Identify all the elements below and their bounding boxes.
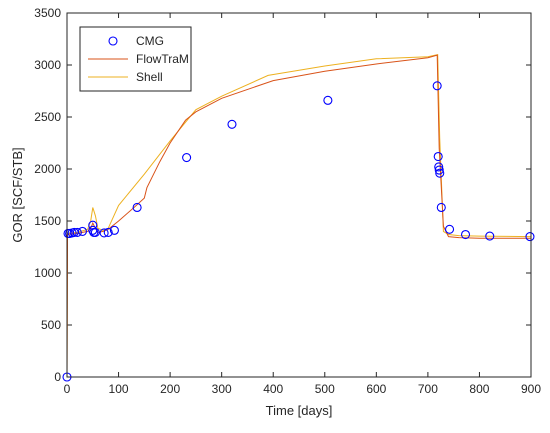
data-point-cmg <box>99 228 109 238</box>
x-tick-label: 600 <box>366 382 386 396</box>
data-point-cmg <box>444 224 455 234</box>
legend-label-cmg: CMG <box>136 34 164 48</box>
y-tick-label: 1500 <box>34 214 61 228</box>
x-tick-label: 300 <box>212 382 232 396</box>
legend-label-flowtram: FlowTraM <box>136 52 189 66</box>
series-line-flowtram <box>66 54 531 378</box>
data-point-cmg <box>485 231 495 241</box>
y-tick-label: 2000 <box>34 162 61 176</box>
y-tick-label: 1000 <box>34 266 61 280</box>
x-tick-label: 100 <box>109 382 129 396</box>
y-tick-label: 0 <box>54 370 61 384</box>
x-tick-label: 700 <box>418 382 438 396</box>
legend-label-shell: Shell <box>136 70 163 84</box>
data-point-cmg <box>132 202 142 213</box>
series-layer <box>62 53 535 382</box>
data-point-cmg <box>434 162 444 172</box>
data-point-cmg <box>435 168 445 178</box>
x-tick-label: 800 <box>469 382 489 396</box>
data-point-cmg <box>433 151 443 162</box>
y-tick-label: 2500 <box>34 110 61 124</box>
data-point-cmg <box>103 227 113 237</box>
data-point-cmg <box>432 81 442 91</box>
data-point-cmg <box>72 227 82 237</box>
data-point-cmg <box>90 227 100 237</box>
data-point-cmg <box>77 226 88 236</box>
legend: CMG FlowTraM Shell <box>79 26 192 92</box>
x-tick-label: 400 <box>263 382 283 396</box>
y-tick-label: 3000 <box>34 58 61 72</box>
data-point-cmg <box>434 165 444 175</box>
data-point-cmg <box>525 232 535 242</box>
x-tick-label: 0 <box>64 382 71 396</box>
x-axis-label: Time [days] <box>266 403 333 418</box>
x-tick-label: 500 <box>315 382 335 396</box>
data-point-cmg <box>182 153 192 163</box>
y-tick-label: 3500 <box>34 6 61 20</box>
data-point-cmg <box>227 119 237 129</box>
x-tick-label: 900 <box>521 382 541 396</box>
plot-frame <box>66 12 532 378</box>
ticks-layer: 0 100 200 300 400 500 600 700 800 900 0 500 1000 1500… <box>34 6 541 396</box>
legend-marker-cmg <box>108 36 118 46</box>
data-point-cmg <box>323 95 333 105</box>
data-point-cmg <box>460 229 471 240</box>
data-point-cmg <box>88 225 98 235</box>
data-point-cmg <box>436 202 446 213</box>
y-axis-label: GOR [SCF/STB] <box>10 147 25 242</box>
data-point-cmg <box>109 225 119 235</box>
y-tick-label: 500 <box>41 318 61 332</box>
x-tick-label: 200 <box>160 382 180 396</box>
